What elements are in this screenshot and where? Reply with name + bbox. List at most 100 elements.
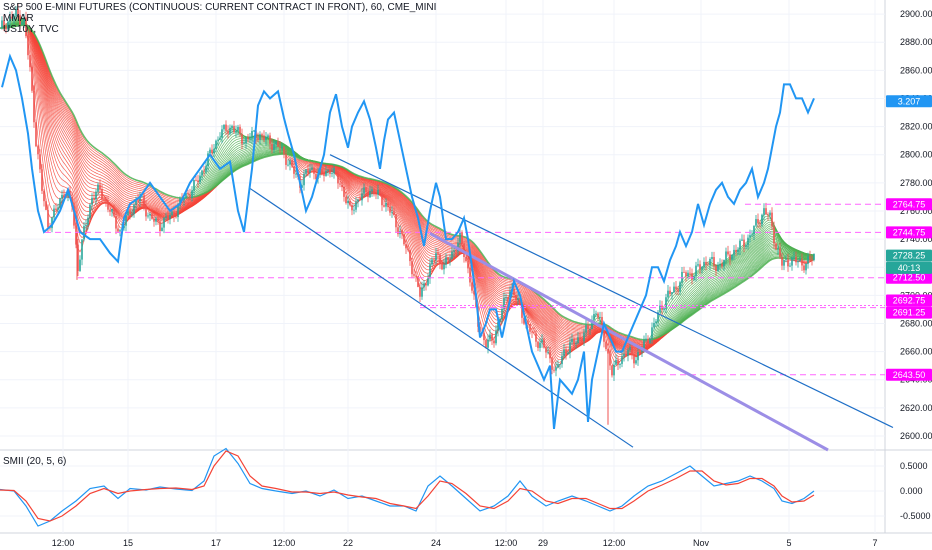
candle-body — [163, 217, 165, 228]
candle-body — [603, 326, 605, 342]
indicator-legend[interactable]: SMII (20, 5, 6) — [3, 456, 67, 467]
candle-body — [683, 271, 685, 273]
candle-body — [141, 195, 143, 197]
time-tick-label: Nov — [693, 538, 710, 548]
candle-body — [583, 332, 585, 342]
price-tick-label: 2860.00 — [900, 65, 932, 75]
candle-body — [251, 130, 253, 139]
candle-body — [735, 249, 737, 253]
ma-line — [669, 249, 814, 332]
candle-body — [679, 282, 681, 292]
candle-body — [357, 199, 359, 202]
candle-body — [733, 249, 735, 255]
candle-body — [803, 265, 805, 271]
candle-body — [21, 22, 23, 25]
candle-body — [673, 286, 675, 293]
symbol-legend[interactable]: S&P 500 E-MINI FUTURES (CONTINUOUS: CURR… — [3, 2, 437, 13]
candle-body — [483, 332, 485, 341]
candle-body — [277, 141, 279, 147]
candle-body — [183, 198, 185, 201]
study-legend[interactable]: MMAR — [3, 13, 34, 24]
candle-body — [35, 122, 37, 147]
horizontal-levels[interactable] — [45, 203, 885, 376]
candle-body — [615, 359, 617, 365]
candle-body — [385, 202, 387, 207]
time-axis[interactable]: 12:00 15 17 12:00 22 24 12:00 29 12:00 Nov 5 7 — [52, 538, 878, 548]
candle-body — [79, 259, 81, 271]
candle-body — [15, 8, 17, 16]
candle-body — [269, 135, 271, 144]
candle-body — [57, 207, 59, 211]
candle-body — [321, 169, 323, 174]
ma-line — [663, 237, 815, 335]
candle-body — [783, 260, 785, 266]
candle-body — [119, 230, 121, 232]
ma-line — [31, 31, 217, 210]
candle-body — [285, 154, 287, 165]
candle-body — [3, 20, 5, 27]
candle-body — [653, 323, 655, 328]
candle-body — [753, 225, 755, 235]
candle-body — [147, 215, 149, 217]
candle-body — [633, 355, 635, 364]
candle-body — [81, 239, 83, 260]
candle-body — [115, 215, 117, 229]
time-tick-label: 7 — [872, 538, 877, 548]
candle-body — [201, 170, 203, 176]
ma-line — [0, 24, 815, 341]
candle-body — [221, 129, 223, 138]
candle-body — [43, 190, 45, 202]
candle-body — [111, 208, 113, 212]
candle-body — [99, 184, 101, 190]
candle-body — [419, 286, 421, 297]
candle-body — [387, 202, 389, 208]
candle-body — [149, 214, 151, 216]
candle-body — [133, 204, 135, 215]
candle-body — [545, 347, 547, 353]
candlesticks — [1, 3, 815, 425]
candle-body — [611, 365, 613, 376]
ma-line — [31, 30, 219, 207]
candle-body — [647, 338, 649, 344]
time-tick-label: 17 — [211, 538, 221, 548]
trendlines[interactable] — [249, 154, 894, 452]
candle-body — [53, 208, 55, 218]
candle-body — [347, 200, 349, 204]
compare-legend[interactable]: US10Y, TVC — [3, 24, 59, 35]
candle-body — [601, 316, 603, 327]
ma-line — [31, 32, 211, 213]
candle-body — [539, 342, 541, 348]
candle-body — [495, 330, 497, 344]
candle-body — [549, 351, 551, 359]
candle-body — [775, 243, 777, 250]
candle-body — [747, 237, 749, 246]
candle-body — [223, 124, 225, 130]
candle-body — [431, 259, 433, 265]
candle-body — [527, 321, 529, 325]
current-value-tag-bg — [886, 261, 932, 274]
candle-body — [249, 138, 251, 140]
ma-line — [287, 155, 595, 366]
candle-body — [751, 234, 753, 236]
candle-body — [389, 207, 391, 213]
candle-body — [345, 196, 347, 204]
candle-body — [811, 259, 813, 261]
candle-body — [493, 340, 495, 344]
candle-body — [617, 359, 619, 365]
ma-line — [33, 33, 219, 204]
trendline — [249, 187, 634, 448]
candle-body — [109, 209, 111, 212]
candle-body — [723, 259, 725, 267]
candle-body — [371, 189, 373, 192]
candle-body — [287, 164, 289, 166]
smi-indicator-pane: 0.5000 0.000 -0.5000 — [0, 447, 931, 527]
candle-body — [193, 179, 195, 191]
candle-body — [51, 217, 53, 229]
candle-body — [785, 259, 787, 261]
candle-body — [59, 198, 61, 208]
candle-body — [411, 261, 413, 275]
candle-body — [639, 352, 641, 353]
candle-body — [261, 134, 263, 136]
indicator-tick-label: -0.5000 — [900, 511, 931, 521]
